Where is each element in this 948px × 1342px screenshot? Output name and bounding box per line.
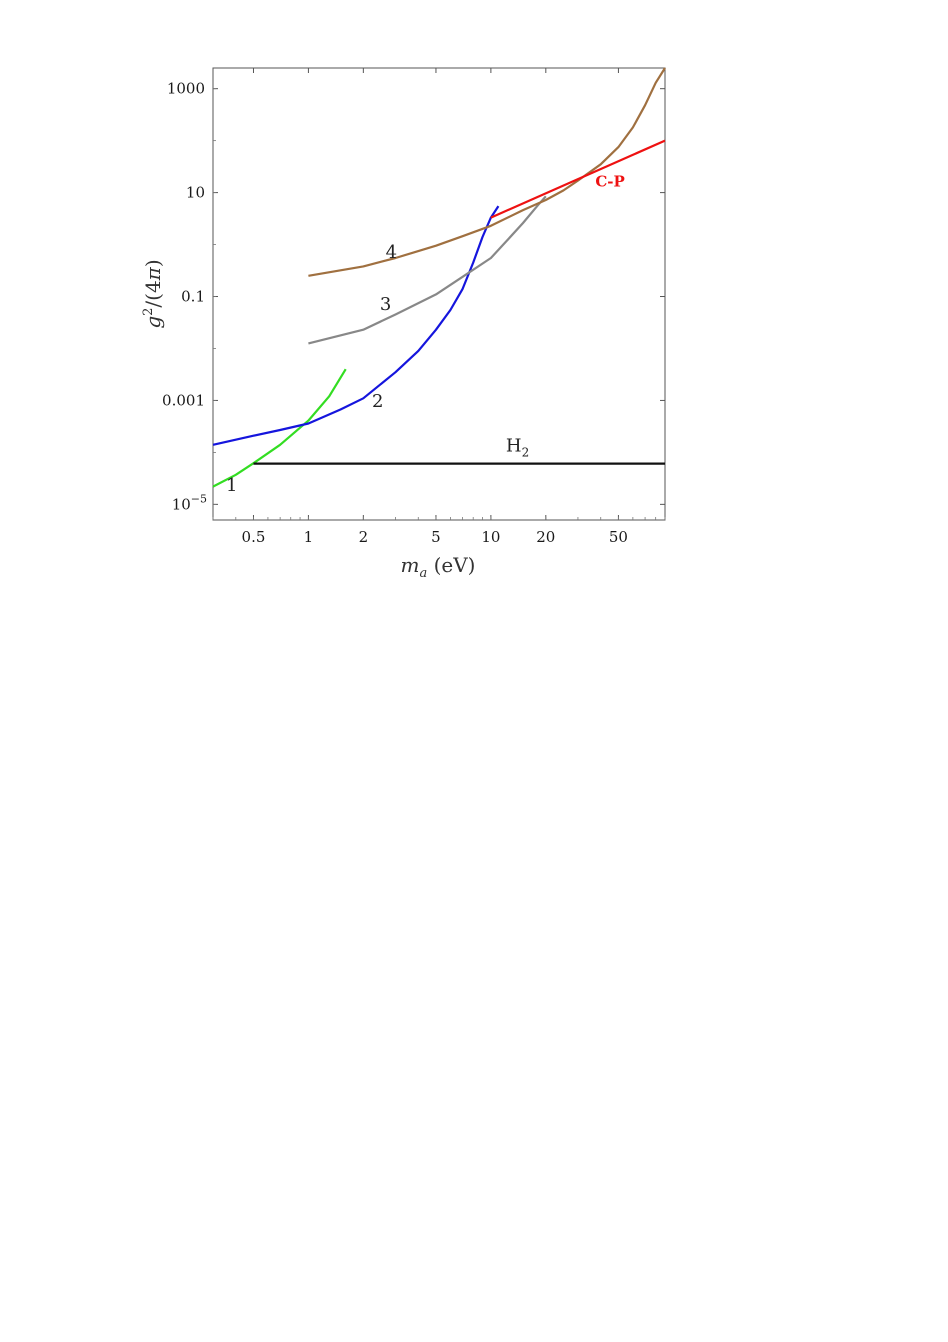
- x-axis-label: ma (eV): [401, 553, 476, 581]
- annotation-h2: H2: [506, 435, 529, 459]
- x-tick-label: 50: [609, 528, 628, 546]
- y-tick-label: 10: [186, 184, 205, 202]
- y-tick-label: 0.1: [181, 288, 205, 306]
- x-tick-label: 1: [304, 528, 314, 546]
- x-tick-label: 0.5: [242, 528, 266, 546]
- annotation-3: 3: [380, 294, 391, 315]
- y-tick-label: 10−5: [172, 492, 207, 513]
- data-curves: [212, 67, 666, 488]
- y-tick-label: 1000: [167, 80, 205, 98]
- curve-annotations: 1 2 3 4 C-P H2: [226, 173, 625, 496]
- curve-2: [212, 205, 500, 446]
- curve-1: [212, 368, 347, 488]
- annotation-c-p: C-P: [595, 173, 624, 191]
- y-axis-label: g2/(4π): [141, 259, 165, 328]
- svg-text:g2/(4π): g2/(4π): [141, 259, 165, 328]
- annotation-4: 4: [386, 242, 397, 263]
- curve-4: [308, 67, 666, 277]
- annotation-1: 1: [226, 475, 237, 496]
- x-tick-label: 10: [481, 528, 500, 546]
- annotation-2: 2: [372, 391, 383, 412]
- plot-frame: [212, 67, 666, 521]
- x-tick-label: 20: [536, 528, 555, 546]
- axis-ticks: 0.5 1 2 5 10 20 50 10−5 0.001 0.1 10 1000: [162, 68, 666, 546]
- curve-c-p: [490, 139, 666, 219]
- x-tick-label: 2: [359, 528, 369, 546]
- y-tick-label: 0.001: [162, 391, 205, 409]
- curve-3: [308, 195, 547, 345]
- x-tick-label: 5: [431, 528, 441, 546]
